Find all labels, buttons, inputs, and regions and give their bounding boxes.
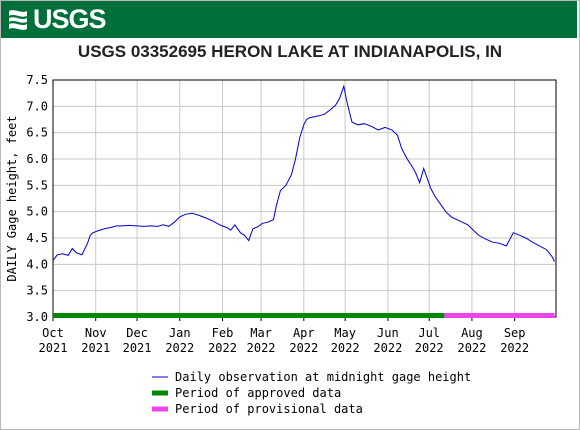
x-tick-label-month: Apr bbox=[293, 326, 315, 340]
x-tick-label-year: 2021 bbox=[123, 341, 152, 355]
y-tick-label: 5.5 bbox=[26, 178, 48, 192]
usgs-banner: USGS bbox=[1, 1, 577, 38]
x-tick-label-year: 2022 bbox=[208, 341, 237, 355]
y-axis-label: DAILY Gage height, feet bbox=[5, 115, 19, 281]
y-tick-label: 6.5 bbox=[26, 126, 48, 140]
usgs-logo-text: USGS bbox=[33, 4, 107, 34]
x-tick-label-month: May bbox=[334, 326, 356, 340]
x-tick-label-month: Jan bbox=[169, 326, 191, 340]
legend-label: Daily observation at midnight gage heigh… bbox=[175, 370, 471, 384]
x-tick-label-month: Feb bbox=[212, 326, 234, 340]
x-tick-label-year: 2021 bbox=[81, 341, 110, 355]
y-tick-label: 6.0 bbox=[26, 152, 48, 166]
x-tick-label-year: 2022 bbox=[165, 341, 194, 355]
y-tick-label: 5.0 bbox=[26, 205, 48, 219]
usgs-logo: USGS bbox=[7, 4, 107, 35]
x-tick-label-year: 2022 bbox=[373, 341, 402, 355]
y-tick-label: 7.5 bbox=[26, 73, 48, 87]
x-tick-label-year: 2022 bbox=[457, 341, 486, 355]
x-tick-label-year: 2021 bbox=[39, 341, 68, 355]
x-tick-label-year: 2022 bbox=[247, 341, 276, 355]
x-tick-label-month: Mar bbox=[250, 326, 272, 340]
x-tick-label-month: Nov bbox=[85, 326, 107, 340]
usgs-wave-icon bbox=[8, 9, 28, 30]
y-tick-label: 4.0 bbox=[26, 257, 48, 271]
y-tick-label: 3.5 bbox=[26, 284, 48, 298]
legend-label: Period of provisional data bbox=[175, 402, 363, 416]
x-tick-label-month: Jun bbox=[377, 326, 399, 340]
x-tick-label-month: Aug bbox=[461, 326, 483, 340]
x-tick-label-year: 2022 bbox=[500, 341, 529, 355]
series-line bbox=[52, 84, 556, 262]
x-tick-label-month: Oct bbox=[42, 326, 64, 340]
x-tick-label-year: 2022 bbox=[331, 341, 360, 355]
y-tick-label: 4.5 bbox=[26, 231, 48, 245]
x-tick-label-year: 2022 bbox=[415, 341, 444, 355]
y-tick-label: 7.0 bbox=[26, 99, 48, 113]
legend-label: Period of approved data bbox=[175, 386, 341, 400]
x-tick-label-month: Jul bbox=[418, 326, 440, 340]
x-tick-label-month: Sep bbox=[504, 326, 526, 340]
y-tick-label: 3.0 bbox=[26, 310, 48, 324]
x-tick-label-year: 2022 bbox=[289, 341, 318, 355]
chart-title: USGS 03352695 HERON LAKE AT INDIANAPOLIS… bbox=[77, 42, 503, 61]
x-tick-label-month: Dec bbox=[126, 326, 148, 340]
plot-area bbox=[53, 80, 556, 317]
